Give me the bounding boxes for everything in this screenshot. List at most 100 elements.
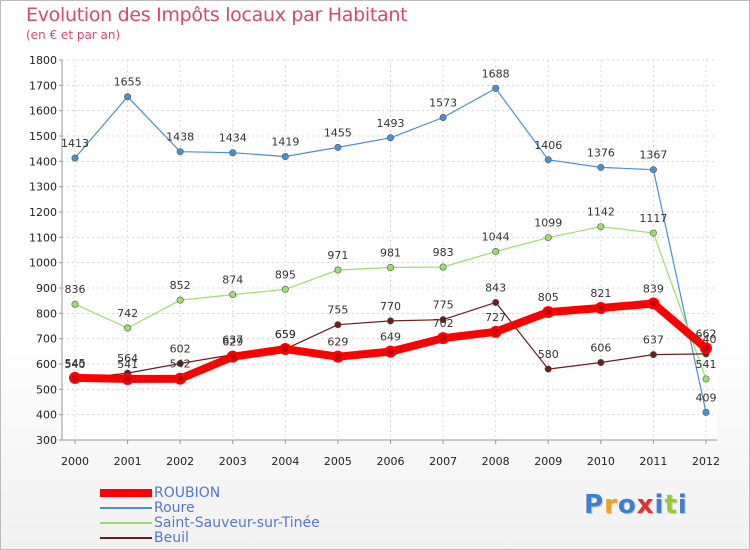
data-label: 629 [327,336,348,349]
y-tick-label: 900 [36,282,57,295]
logo-letter: i [654,490,665,520]
y-tick-label: 400 [36,409,57,422]
data-point-core [440,335,447,342]
logo-letter: x [636,490,655,520]
x-tick-label: 2005 [324,455,352,468]
proxiti-logo: Proxiti [584,490,688,520]
data-point-core [334,353,341,360]
data-point [492,298,500,306]
data-label: 541 [696,358,717,371]
y-tick-label: 1300 [29,181,57,194]
legend-swatch [100,489,152,497]
legend-label: ROUBION [154,485,221,501]
data-point-core [545,309,552,316]
y-tick-label: 1500 [29,130,57,143]
data-label: 409 [696,391,717,404]
data-label: 895 [275,268,296,281]
data-label: 971 [327,249,348,262]
data-point [649,229,657,237]
data-point [439,263,447,271]
data-point [649,351,657,359]
data-point-core [387,348,394,355]
data-label: 727 [485,311,506,324]
data-point [281,153,289,161]
data-point-core [229,353,236,360]
data-point [597,163,605,171]
data-label: 1142 [587,206,615,219]
data-point [176,296,184,304]
data-label: 541 [117,358,138,371]
data-label: 602 [170,342,191,355]
y-tick-label: 1100 [29,231,57,244]
data-label: 659 [275,328,296,341]
legend-swatch [100,537,152,539]
data-point-core [492,328,499,335]
data-label: 1044 [482,231,510,244]
data-point [386,134,394,142]
data-point-core [282,346,289,353]
data-point [649,166,657,174]
data-label: 874 [222,274,243,287]
data-point [334,266,342,274]
line-chart: 300 400 500 600 700 800 900 1000 1100 1200 1300 140… [29,54,720,468]
data-point [439,316,447,324]
x-tick-label: 2004 [271,455,299,468]
data-point [386,317,394,325]
x-tick-label: 2009 [534,455,562,468]
data-point-core [177,375,184,382]
data-label: 981 [380,246,401,259]
y-tick-label: 1200 [29,206,57,219]
data-label: 843 [485,281,506,294]
data-point [439,114,447,122]
data-point-core [650,300,657,307]
data-label: 1099 [534,217,562,230]
data-label: 1406 [534,139,562,152]
x-tick-label: 2007 [429,455,457,468]
data-label: 629 [222,336,243,349]
x-tick-label: 2001 [114,455,142,468]
data-point [229,291,237,299]
x-tick-label: 2002 [166,455,194,468]
data-point [492,248,500,256]
legend-swatch [100,522,152,524]
logo-letter: o [617,490,637,520]
y-tick-label: 700 [36,333,57,346]
data-label: 1434 [219,132,247,145]
legend-label: Beuil [154,530,189,546]
data-point [176,359,184,367]
data-label: 542 [170,358,191,371]
data-point [281,285,289,293]
data-label: 1438 [166,131,194,144]
data-label: 1376 [587,146,615,159]
data-label: 775 [433,299,454,312]
data-point [229,149,237,157]
data-point [702,408,710,416]
data-point [71,300,79,308]
y-tick-label: 300 [36,434,57,447]
data-label: 805 [538,291,559,304]
data-label: 836 [65,283,86,296]
data-point [386,263,394,271]
data-point [544,156,552,164]
data-point [597,358,605,366]
data-point [124,324,132,332]
data-label: 580 [538,348,559,361]
data-label: 1413 [61,137,89,150]
data-label: 702 [433,317,454,330]
data-point [334,143,342,151]
data-label: 564 [117,352,138,365]
data-point [334,321,342,329]
data-label: 1367 [639,149,667,162]
x-tick-label: 2010 [587,455,615,468]
data-point [544,234,552,242]
legend-label: Saint-Sauveur-sur-Tinée [154,515,320,531]
y-tick-label: 500 [36,383,57,396]
data-point [544,365,552,373]
data-label: 649 [380,331,401,344]
data-label: 1493 [377,117,405,130]
data-label: 1455 [324,126,352,139]
data-point [597,223,605,231]
chart-title: Evolution des Impôts locaux par Habitant [26,4,408,26]
data-label: 659 [275,328,296,341]
y-tick-label: 600 [36,358,57,371]
